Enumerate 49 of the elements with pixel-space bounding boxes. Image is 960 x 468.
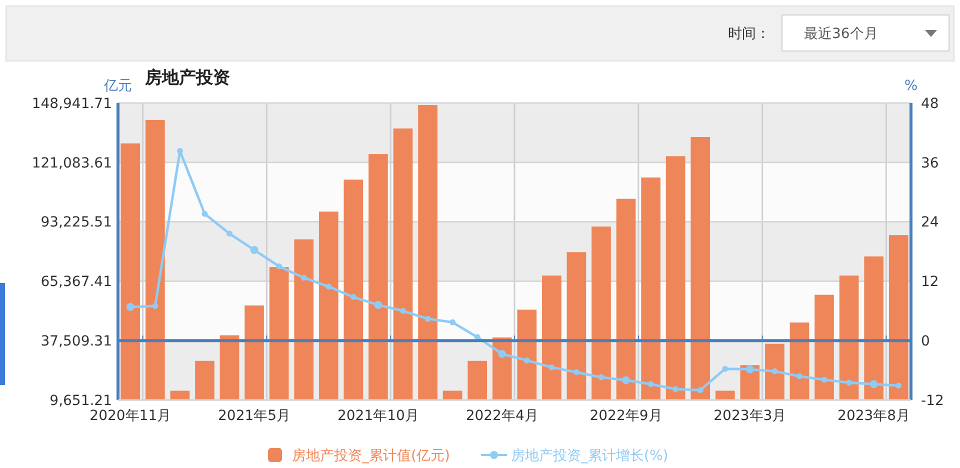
text: 时间：: [728, 26, 770, 42]
y-tick-label: 93,225.51: [40, 214, 112, 231]
y-tick-label: 9,651.21: [50, 392, 112, 409]
point: [648, 381, 654, 388]
x-tick-label: 2023年8月: [838, 408, 910, 424]
point: [796, 373, 802, 380]
point: [821, 376, 828, 383]
x-tick-label: 2023年3月: [714, 408, 786, 424]
y2-tick-label: 12: [921, 274, 939, 290]
y2-tick-label: 48: [921, 96, 939, 112]
point: [722, 366, 728, 372]
point: [450, 319, 456, 326]
point: [573, 369, 580, 376]
point: [424, 316, 431, 322]
x-tick-label: 2020年11月: [90, 408, 172, 424]
point: [152, 302, 158, 309]
x-tick-label: 2021年5月: [218, 408, 291, 424]
point: [548, 364, 555, 370]
point: [300, 274, 307, 281]
point: [772, 368, 778, 374]
point: [202, 210, 208, 217]
y-tick-label: 148,941.71: [32, 96, 112, 112]
point: [326, 284, 332, 290]
point: [846, 380, 852, 386]
point: [400, 308, 406, 314]
point: [524, 357, 530, 364]
legend-label: 房地产投资_累计增长(%): [511, 448, 668, 464]
x-tick-label: 2021年10月: [337, 408, 419, 424]
point: [350, 294, 356, 300]
y2-tick-label: 24: [921, 214, 939, 231]
y-tick-label: 121,083.61: [32, 155, 112, 172]
point: [896, 382, 902, 389]
chart-title: 房地产投资: [144, 68, 230, 88]
time-range-dropdown: 最近36个月: [782, 14, 950, 52]
point: [598, 374, 604, 380]
y-tick-label: 65,367.41: [40, 274, 112, 290]
y2-tick-label: 0: [921, 334, 930, 350]
legend-label: 房地产投资_累计值(亿元): [292, 448, 450, 464]
y2-axis-title: %: [904, 78, 918, 94]
point: [276, 263, 282, 270]
y2-tick-label: 36: [921, 155, 939, 172]
x-tick-label: 2022年4月: [466, 408, 538, 424]
y-tick-label: 37,509.31: [40, 334, 112, 350]
point: [672, 386, 679, 392]
x-tick-label: 2022年9月: [590, 408, 662, 424]
y-axis-title: 亿元: [103, 78, 132, 94]
point: [226, 230, 233, 237]
point: [697, 387, 704, 394]
y2-tick-label: -12: [921, 392, 944, 409]
